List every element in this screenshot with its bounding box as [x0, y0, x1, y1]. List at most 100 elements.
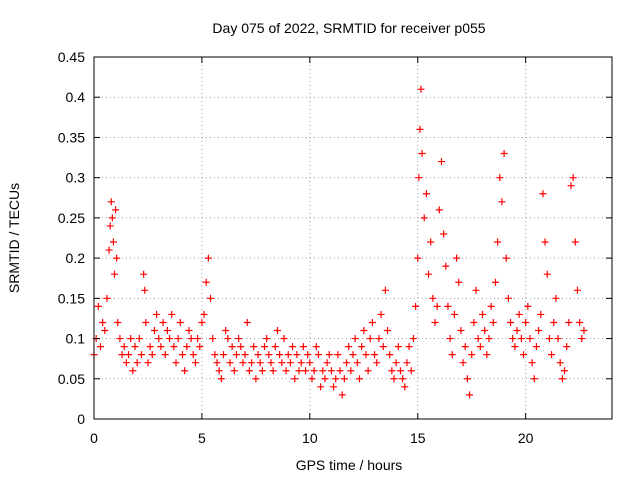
data-point: [351, 335, 359, 343]
data-point: [476, 343, 484, 351]
data-point: [366, 335, 374, 343]
data-points: [90, 85, 588, 399]
data-point: [543, 270, 551, 278]
data-point: [347, 367, 355, 375]
data-point: [561, 367, 569, 375]
data-point: [567, 182, 575, 190]
data-point: [466, 391, 474, 399]
data-point: [563, 343, 571, 351]
data-point: [541, 238, 549, 246]
data-point: [295, 367, 303, 375]
data-point: [539, 190, 547, 198]
data-point: [241, 351, 249, 359]
data-point: [278, 359, 286, 367]
data-point: [312, 343, 320, 351]
data-point: [181, 367, 189, 375]
data-point: [472, 286, 480, 294]
data-point: [453, 254, 461, 262]
data-point: [191, 359, 199, 367]
y-tick-label: 0.4: [66, 89, 86, 105]
data-point: [520, 351, 528, 359]
data-point: [377, 310, 385, 318]
plot-frame: [93, 56, 613, 420]
data-point: [297, 359, 305, 367]
data-point: [371, 351, 379, 359]
data-point: [94, 302, 102, 310]
data-point: [415, 174, 423, 182]
data-point: [204, 254, 212, 262]
data-point: [118, 351, 126, 359]
data-point: [511, 343, 519, 351]
data-point: [463, 375, 471, 383]
data-point: [524, 302, 532, 310]
data-point: [548, 351, 556, 359]
data-point: [578, 335, 586, 343]
y-tick-label: 0.2: [66, 250, 86, 266]
data-point: [325, 351, 333, 359]
data-point: [302, 367, 310, 375]
data-point: [343, 359, 351, 367]
x-axis-label: GPS time / hours: [296, 457, 403, 473]
data-point: [254, 351, 262, 359]
data-point: [509, 335, 517, 343]
data-point: [407, 367, 415, 375]
data-point: [198, 318, 206, 326]
data-point: [327, 367, 335, 375]
y-axis-label: SRMTID / TECUs: [6, 183, 22, 293]
data-point: [576, 318, 584, 326]
data-point: [176, 318, 184, 326]
data-point: [168, 310, 176, 318]
data-point: [384, 327, 392, 335]
data-point: [381, 286, 389, 294]
data-point: [358, 343, 366, 351]
data-point: [336, 367, 344, 375]
data-point: [332, 375, 340, 383]
data-point: [304, 351, 312, 359]
data-point: [554, 335, 562, 343]
data-point: [319, 367, 327, 375]
data-point: [314, 351, 322, 359]
data-point: [323, 359, 331, 367]
data-point: [187, 335, 195, 343]
data-point: [375, 335, 383, 343]
data-point: [289, 343, 297, 351]
data-point: [483, 351, 491, 359]
data-point: [120, 343, 128, 351]
data-point: [161, 351, 169, 359]
data-point: [507, 318, 515, 326]
data-point: [558, 375, 566, 383]
data-point: [150, 327, 158, 335]
data-point: [386, 351, 394, 359]
data-point: [373, 359, 381, 367]
data-point: [394, 343, 402, 351]
data-point: [213, 359, 221, 367]
data-point: [422, 190, 430, 198]
data-point: [178, 351, 186, 359]
data-point: [390, 375, 398, 383]
x-tick-label: 0: [90, 430, 98, 446]
data-point: [108, 214, 116, 222]
data-point: [569, 174, 577, 182]
data-point: [271, 343, 279, 351]
data-point: [498, 198, 506, 206]
data-point: [228, 343, 236, 351]
data-point: [189, 351, 197, 359]
data-point: [237, 343, 245, 351]
data-point: [258, 367, 266, 375]
data-point: [217, 375, 225, 383]
data-point: [571, 238, 579, 246]
data-point: [230, 367, 238, 375]
data-point: [461, 343, 469, 351]
data-point: [137, 351, 145, 359]
data-point: [135, 335, 143, 343]
data-point: [215, 367, 223, 375]
data-point: [470, 318, 478, 326]
data-point: [157, 343, 165, 351]
y-tick-label: 0.1: [66, 331, 86, 347]
data-point: [142, 318, 150, 326]
data-point: [321, 375, 329, 383]
data-point: [448, 351, 456, 359]
data-point: [222, 327, 230, 335]
data-point: [273, 327, 281, 335]
